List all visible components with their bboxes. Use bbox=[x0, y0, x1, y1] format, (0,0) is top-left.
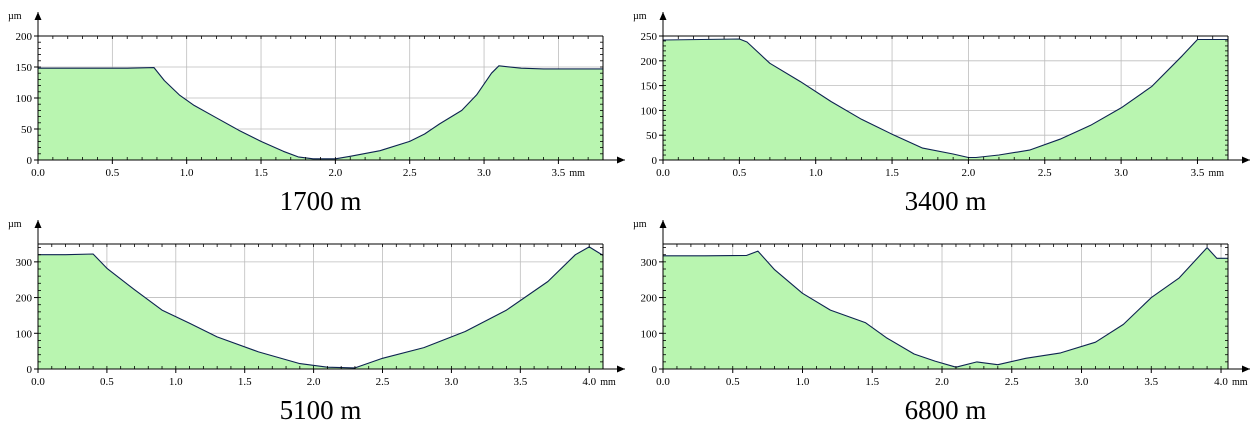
profile-area bbox=[38, 246, 603, 369]
x-tick-label: 3.0 bbox=[477, 167, 491, 179]
x-tick-label: 2.0 bbox=[935, 376, 949, 388]
y-tick-label: 200 bbox=[16, 31, 33, 43]
x-tick-label: 3.0 bbox=[445, 376, 459, 388]
y-axis-arrow bbox=[34, 220, 42, 228]
profile-area bbox=[663, 247, 1228, 369]
profile-line bbox=[38, 246, 604, 369]
x-tick-label: 2.5 bbox=[403, 167, 417, 179]
x-tick-label: 4.0 bbox=[582, 376, 596, 388]
y-unit-label: µm bbox=[633, 11, 647, 22]
y-unit-label: µm bbox=[633, 219, 647, 230]
y-tick-label: 100 bbox=[16, 93, 33, 105]
x-tick-label: 0.5 bbox=[732, 167, 746, 179]
y-tick-label: 0 bbox=[652, 364, 658, 376]
x-tick-label: 2.0 bbox=[328, 167, 342, 179]
x-tick-label: 1.0 bbox=[169, 376, 183, 388]
x-tick-label: 1.0 bbox=[180, 167, 194, 179]
x-tick-label: 0.5 bbox=[105, 167, 119, 179]
x-tick-label: 1.5 bbox=[885, 167, 899, 179]
x-axis-arrow bbox=[617, 365, 625, 373]
x-tick-label: 3.5 bbox=[1144, 376, 1158, 388]
x-axis-arrow bbox=[1242, 156, 1250, 164]
y-tick-label: 100 bbox=[16, 328, 33, 340]
x-axis-arrow bbox=[617, 156, 625, 164]
y-axis-arrow bbox=[659, 220, 667, 228]
x-tick-label: 0.5 bbox=[726, 376, 740, 388]
profile-area bbox=[38, 65, 603, 160]
x-tick-label: 4.0 bbox=[1214, 376, 1228, 388]
profile-line bbox=[662, 38, 1228, 159]
x-axis-arrow bbox=[1242, 365, 1250, 373]
x-tick-label: 0.0 bbox=[656, 376, 670, 388]
x-tick-label: 3.5 bbox=[513, 376, 527, 388]
y-tick-label: 0 bbox=[27, 364, 33, 376]
x-unit-label: mm bbox=[1232, 377, 1248, 388]
y-tick-label: 0 bbox=[27, 155, 33, 167]
y-tick-label: 200 bbox=[16, 293, 33, 305]
y-unit-label: µm bbox=[8, 219, 22, 230]
x-tick-label: 2.0 bbox=[962, 167, 976, 179]
x-tick-label: 1.0 bbox=[809, 167, 823, 179]
x-tick-label: 3.0 bbox=[1075, 376, 1089, 388]
x-unit-label: mm bbox=[569, 168, 585, 179]
y-axis-arrow bbox=[659, 12, 667, 20]
x-tick-label: 2.0 bbox=[307, 376, 321, 388]
y-tick-label: 250 bbox=[641, 31, 658, 43]
chart-caption: 6800 m bbox=[905, 395, 987, 421]
x-tick-label: 3.5 bbox=[552, 167, 566, 179]
y-axis-arrow bbox=[34, 12, 42, 20]
x-tick-label: 1.0 bbox=[796, 376, 810, 388]
x-tick-label: 0.0 bbox=[656, 167, 670, 179]
y-tick-label: 200 bbox=[641, 56, 658, 68]
chart-caption: 3400 m bbox=[905, 186, 987, 216]
x-tick-label: 0.0 bbox=[31, 376, 45, 388]
chart-panel: 0.0 0.5 1.0 1.5 2.0 2.5 3.0 3.5 4.0 mm 0 100 200 300 µ… bbox=[8, 219, 625, 421]
chart-panel: 0.0 0.5 1.0 1.5 2.0 2.5 3.0 3.5 mm 0 50 100 150 200 25… bbox=[633, 11, 1250, 216]
x-tick-label: 2.5 bbox=[1005, 376, 1019, 388]
y-tick-label: 300 bbox=[641, 257, 658, 269]
x-unit-label: mm bbox=[1208, 168, 1224, 179]
y-tick-label: 100 bbox=[641, 105, 658, 117]
x-tick-label: 1.5 bbox=[238, 376, 252, 388]
y-tick-label: 50 bbox=[21, 124, 33, 136]
y-tick-label: 100 bbox=[641, 328, 658, 340]
x-tick-label: 2.5 bbox=[376, 376, 390, 388]
x-tick-label: 3.0 bbox=[1114, 167, 1128, 179]
chart-panel: 0.0 0.5 1.0 1.5 2.0 2.5 3.0 3.5 mm 0 50 100 150 200 µm… bbox=[8, 11, 625, 216]
x-tick-label: 0.5 bbox=[100, 376, 114, 388]
chart-panel: 0.0 0.5 1.0 1.5 2.0 2.5 3.0 3.5 4.0 mm 0 100 200 300 µ… bbox=[633, 219, 1250, 421]
chart-caption: 1700 m bbox=[280, 186, 362, 216]
y-tick-label: 200 bbox=[641, 293, 658, 305]
y-unit-label: µm bbox=[8, 11, 22, 22]
x-tick-label: 2.5 bbox=[1038, 167, 1052, 179]
y-tick-label: 0 bbox=[652, 155, 658, 167]
x-unit-label: mm bbox=[600, 377, 616, 388]
chart-caption: 5100 m bbox=[280, 395, 362, 421]
x-tick-label: 1.5 bbox=[254, 167, 268, 179]
y-tick-label: 150 bbox=[16, 62, 33, 74]
x-tick-label: 3.5 bbox=[1191, 167, 1205, 179]
profile-area bbox=[663, 39, 1228, 160]
y-tick-label: 150 bbox=[641, 81, 658, 93]
y-tick-label: 300 bbox=[16, 257, 33, 269]
x-tick-label: 1.5 bbox=[865, 376, 879, 388]
y-tick-label: 50 bbox=[646, 130, 658, 142]
x-tick-label: 0.0 bbox=[31, 167, 45, 179]
